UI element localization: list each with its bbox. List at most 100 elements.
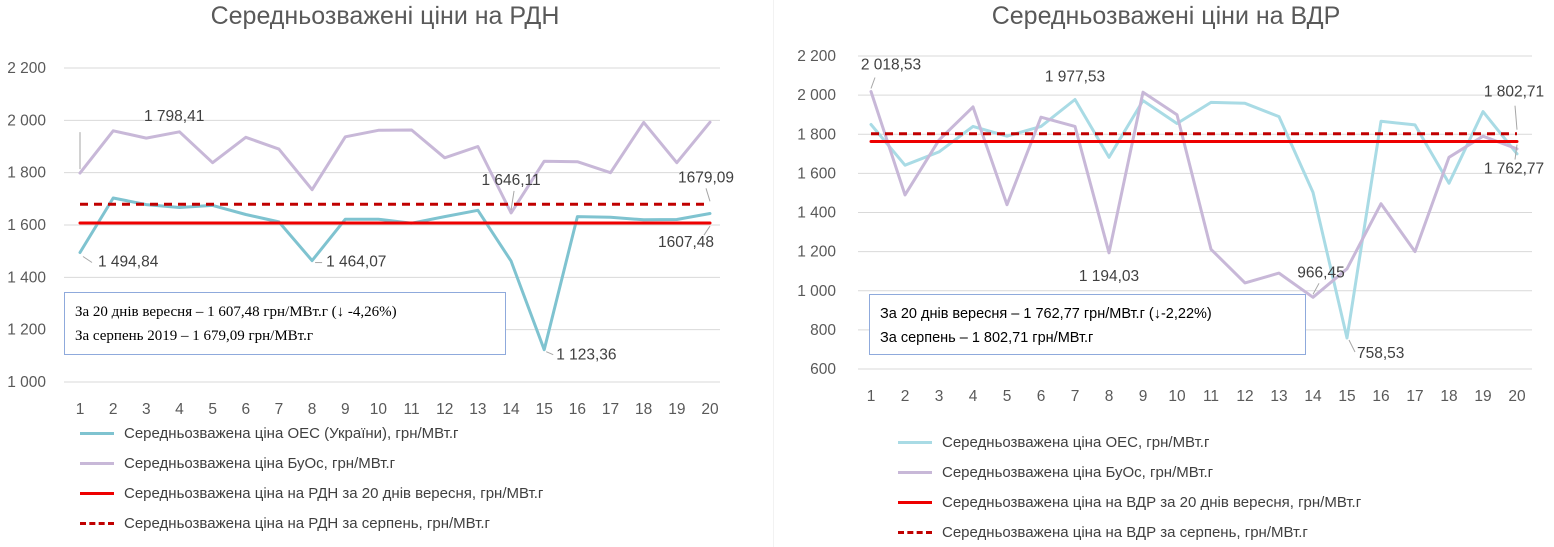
series-line — [78, 120, 712, 215]
x-tick-label: 1 — [867, 388, 876, 405]
data-label: 1 977,53 — [1045, 69, 1105, 86]
data-label-leader — [1514, 105, 1518, 130]
data-label: 758,53 — [1357, 345, 1404, 362]
data-label-leader — [82, 256, 93, 263]
data-label: 2 018,53 — [861, 57, 921, 74]
legend-item-avg-september: Середньозважена ціна на РДН за 20 днів в… — [80, 478, 543, 508]
x-tick-label: 4 — [969, 388, 978, 405]
x-tick-label: 16 — [1372, 388, 1389, 405]
x-tick-label: 2 — [109, 401, 118, 418]
x-tick-label: 20 — [701, 401, 719, 418]
x-tick-label: 6 — [241, 401, 250, 418]
x-tick-label: 10 — [370, 401, 388, 418]
data-label-leader — [546, 351, 554, 356]
x-tick-label: 6 — [1037, 388, 1046, 405]
data-label: 1 762,77 — [1484, 161, 1544, 178]
data-label: 1679,09 — [678, 169, 734, 186]
chart-title: Середньозважені ціни на РДН — [210, 2, 560, 30]
x-tick-label: 14 — [1304, 388, 1322, 405]
panel-separator — [773, 0, 774, 547]
legend-label: Середньозважена ціна БуОс, грн/МВт.г — [942, 463, 1214, 481]
x-tick-label: 14 — [502, 401, 520, 418]
data-label-leader — [1312, 283, 1320, 295]
y-tick-label: 2 200 — [797, 48, 836, 65]
legend-label: Середньозважена ціна на РДН за серпень, … — [124, 514, 490, 532]
x-tick-label: 20 — [1508, 388, 1526, 405]
x-tick-label: 19 — [1474, 388, 1491, 405]
y-tick-label: 1 400 — [797, 205, 836, 222]
legend-swatch — [898, 500, 932, 504]
info-line-current: За 20 днів вересня – 1 762,77 грн/МВт.г … — [880, 306, 1212, 322]
legend-item-oes: Середньозважена ціна ОЕС (України), грн/… — [80, 418, 459, 448]
y-tick-label: 1 000 — [7, 374, 46, 391]
data-label: 1 494,84 — [98, 254, 159, 271]
y-tick-label: 1 600 — [797, 165, 836, 182]
info-line-previous: За серпень 2019 – 1 679,09 грн/МВт.г — [75, 328, 313, 344]
data-label-leader — [705, 188, 711, 202]
x-tick-label: 15 — [536, 401, 553, 418]
x-tick-label: 7 — [1071, 388, 1080, 405]
data-label-leader — [1348, 339, 1356, 353]
legend-label: Середньозважена ціна на ВДР за серпень, … — [942, 523, 1308, 541]
y-tick-label: 1 400 — [7, 269, 46, 286]
x-tick-label: 5 — [1003, 388, 1012, 405]
x-tick-label: 9 — [341, 401, 350, 418]
x-tick-label: 19 — [668, 401, 685, 418]
data-label: 1 194,03 — [1079, 268, 1139, 285]
x-tick-label: 3 — [142, 401, 151, 418]
legend-label: Середньозважена ціна ОЕС (України), грн/… — [124, 424, 459, 442]
legend-swatch — [898, 470, 932, 474]
x-tick-label: 5 — [208, 401, 217, 418]
y-tick-label: 2 000 — [797, 87, 836, 104]
legend-swatch — [80, 461, 114, 465]
legend-label: Середньозважена ціна ОЕС, грн/МВт.г — [942, 433, 1210, 451]
series-line — [869, 98, 1519, 340]
legend-item-avg-august: Середньозважена ціна на ВДР за серпень, … — [898, 517, 1308, 547]
x-tick-label: 7 — [275, 401, 284, 418]
data-label: 1 802,71 — [1484, 84, 1544, 101]
y-tick-label: 1 800 — [797, 126, 836, 143]
info-line-previous: За серпень – 1 802,71 грн/МВт.г — [880, 330, 1094, 346]
legend-swatch — [80, 521, 114, 525]
data-label: 1 464,07 — [326, 254, 386, 271]
data-label: 1607,48 — [658, 234, 714, 251]
x-tick-label: 13 — [469, 401, 486, 418]
chart-panel-vdr: Середньозважені ціни на ВДР 600 800 1 000 1… — [778, 0, 1554, 547]
x-tick-label: 11 — [1203, 388, 1219, 405]
y-tick-label: 1 200 — [7, 322, 46, 339]
chart-plot-vdr: 600 800 1 000 1 200 1 400 1 600 1 800 2 000 2 20… — [797, 48, 1544, 405]
data-label-leader — [703, 225, 711, 236]
data-label-leader — [870, 77, 876, 89]
chart-title: Середньозважені ціни на ВДР — [991, 2, 1341, 30]
info-box: За 20 днів вересня – 1 607,48 грн/МВт.г … — [64, 292, 506, 355]
legend-swatch — [80, 491, 114, 495]
legend-label: Середньозважена ціна на РДН за 20 днів в… — [124, 484, 544, 502]
legend-label: Середньозважена ціна БуОс, грн/МВт.г — [124, 454, 396, 472]
legend-label: Середньозважена ціна на ВДР за 20 днів в… — [942, 493, 1362, 511]
x-tick-label: 8 — [308, 401, 317, 418]
x-tick-label: 16 — [569, 401, 586, 418]
x-tick-label: 9 — [1139, 388, 1148, 405]
y-tick-label: 1 800 — [7, 165, 46, 182]
x-tick-label: 17 — [1406, 388, 1423, 405]
x-tick-label: 2 — [901, 388, 910, 405]
y-tick-label: 2 200 — [7, 60, 46, 77]
x-tick-label: 4 — [175, 401, 184, 418]
legend-swatch — [80, 431, 114, 435]
y-tick-label: 1 600 — [7, 217, 46, 234]
x-tick-label: 1 — [76, 401, 85, 418]
info-box: За 20 днів вересня – 1 762,77 грн/МВт.г … — [869, 294, 1306, 355]
series-line — [78, 196, 712, 352]
series-line — [869, 90, 1519, 299]
data-label: 966,45 — [1297, 264, 1344, 281]
x-tick-label: 11 — [404, 401, 420, 418]
chart-panel-rdn: Середньозважені ціни на РДН 1 000 1 200 1 … — [0, 0, 770, 547]
info-line-current: За 20 днів вересня – 1 607,48 грн/МВт.г … — [75, 304, 397, 320]
data-label: 1 798,41 — [144, 108, 204, 125]
data-label: 1 646,11 — [481, 172, 540, 189]
legend-item-avg-august: Середньозважена ціна на РДН за серпень, … — [80, 508, 490, 538]
data-label: 1 123,36 — [556, 347, 616, 364]
legend-item-oes: Середньозважена ціна ОЕС, грн/МВт.г — [898, 427, 1209, 457]
x-tick-label: 12 — [1236, 388, 1253, 405]
